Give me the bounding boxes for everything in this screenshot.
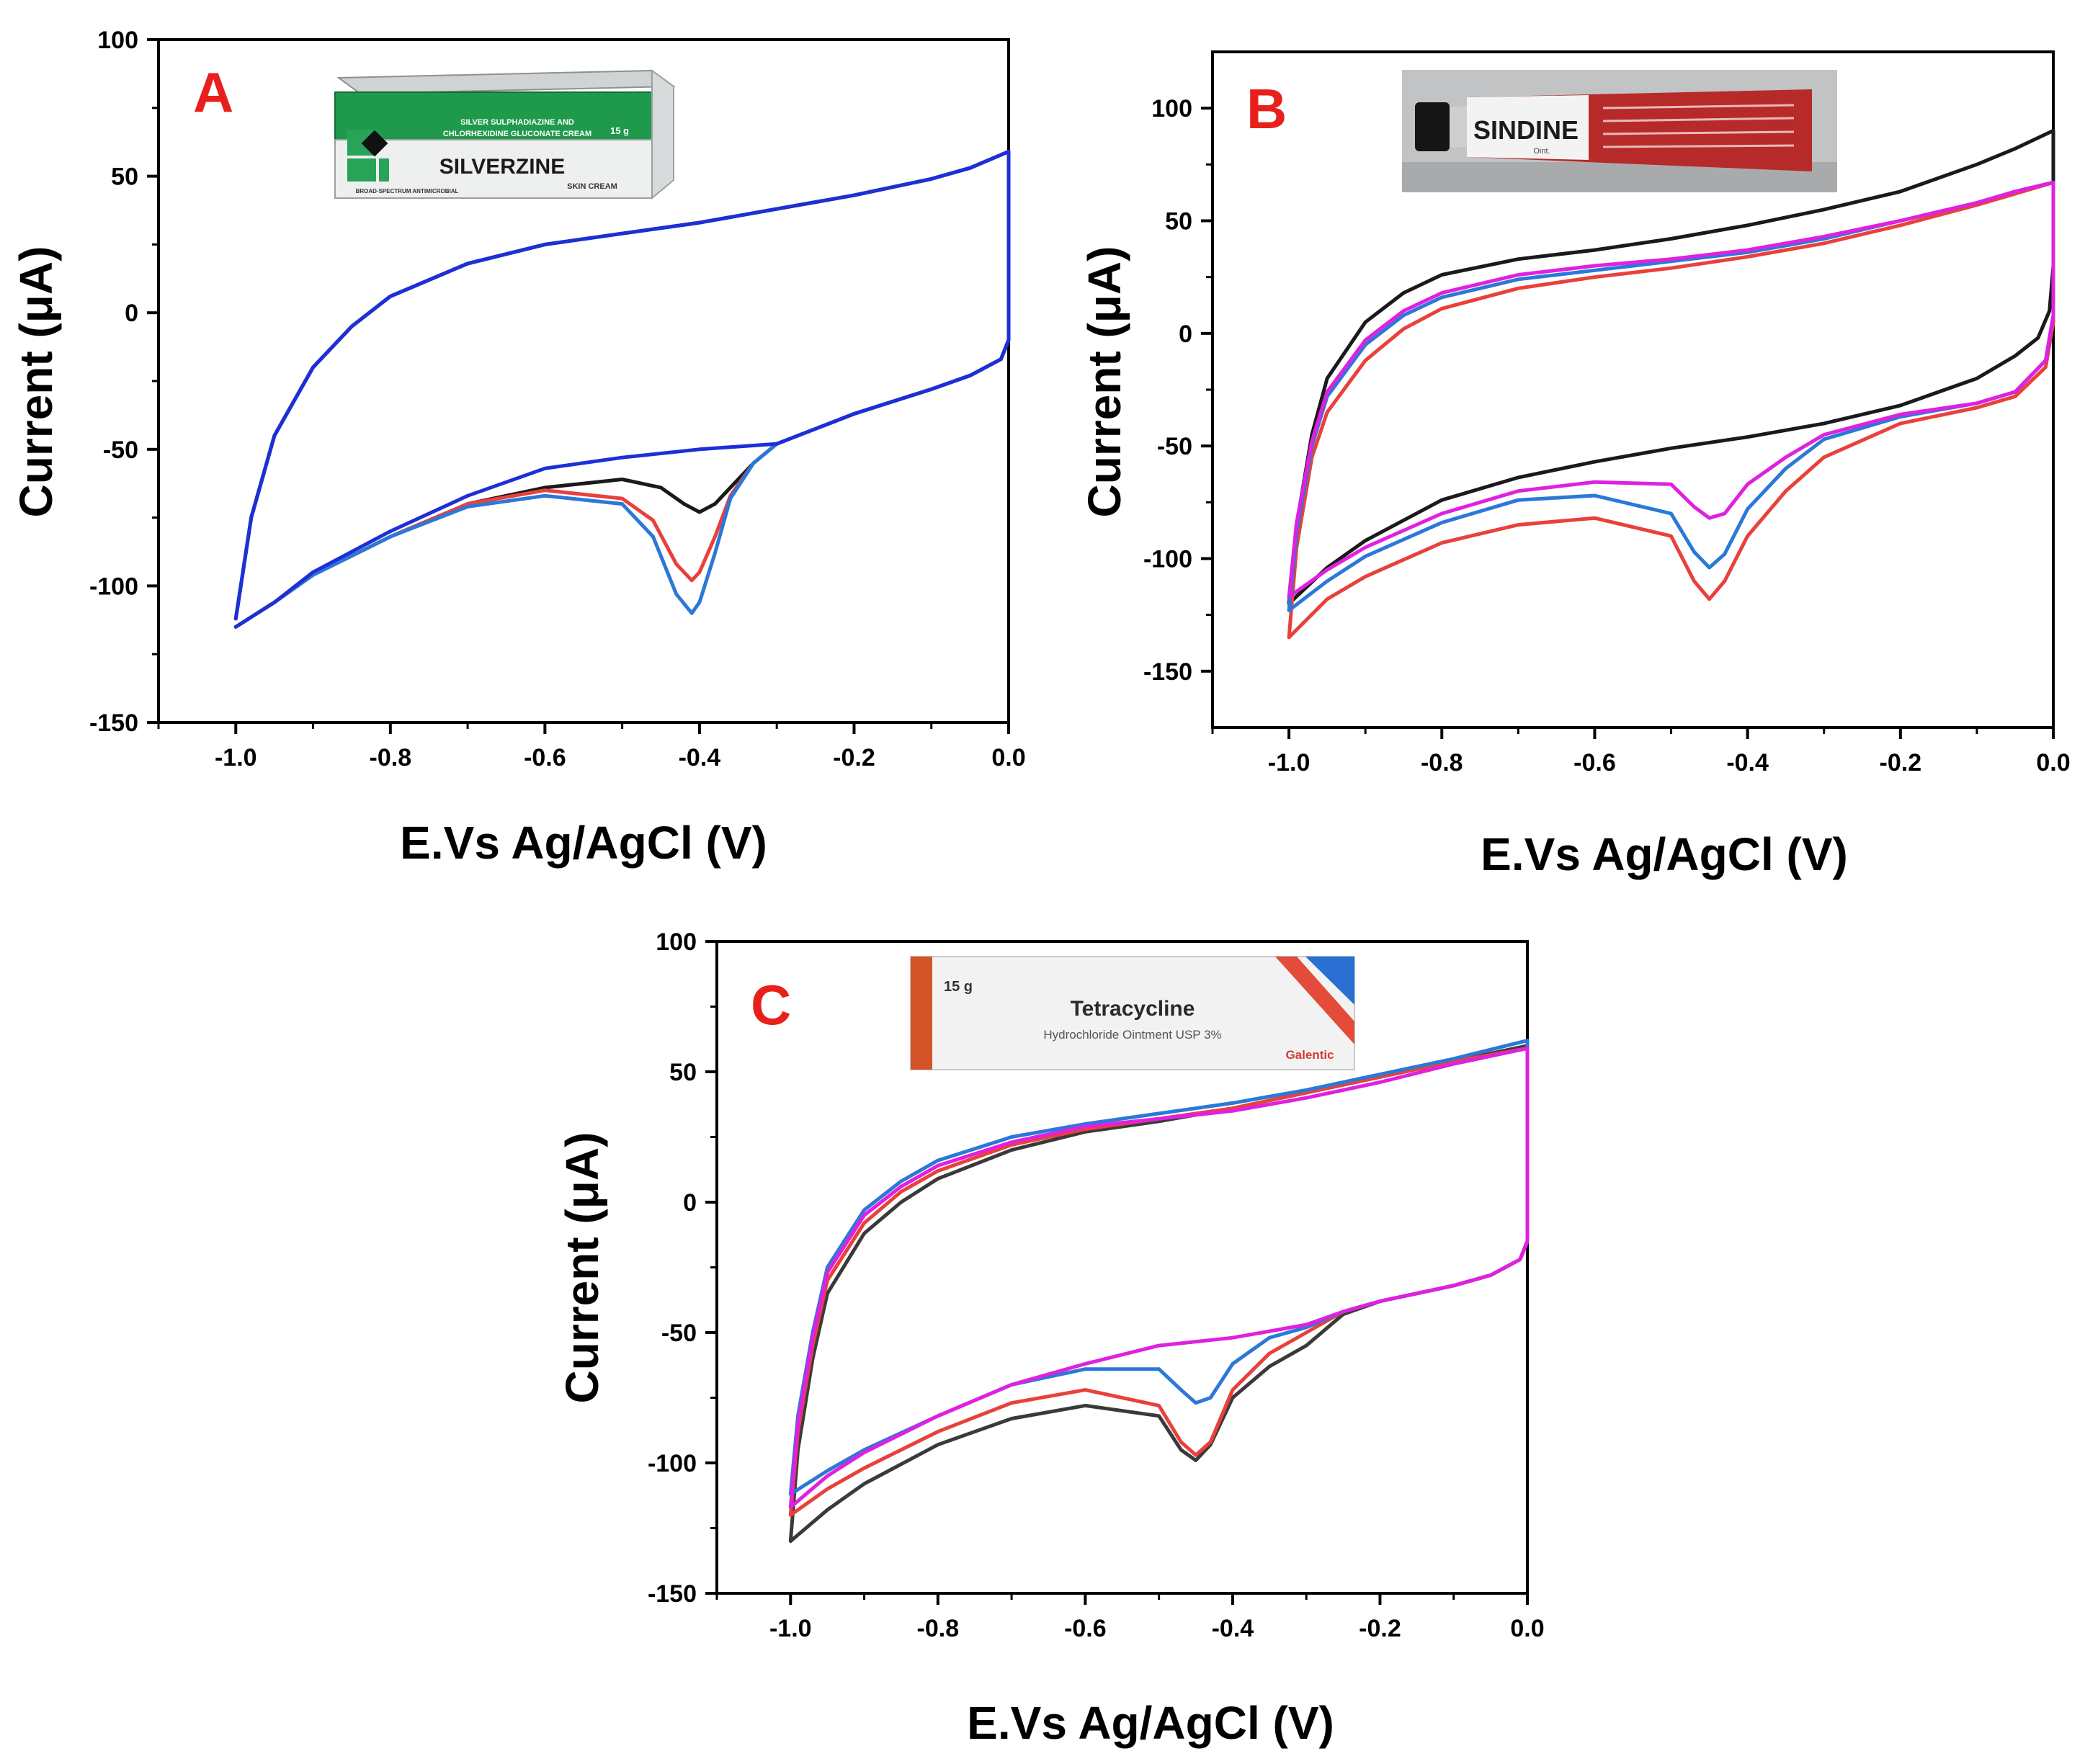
panel-a-series [233, 150, 1011, 629]
panel-b-ticks: -1.0 -0.8 -0.6 -0.4 -0.2 0.0 100 50 0 -50 -100 -150 [1143, 95, 2071, 776]
panel-c-y-tick-label: -150 [648, 1580, 697, 1608]
panel-c-product-sub: Hydrochloride Ointment USP 3% [1043, 1028, 1221, 1042]
panel-b-x-tick-label: -0.8 [1421, 749, 1463, 776]
panel-a-ticks: -1.0 -0.8 -0.6 -0.4 -0.2 0.0 100 50 0 -50 -100 -150 [89, 27, 1026, 771]
panel-a-product-line1: SILVER SULPHADIAZINE AND [460, 118, 574, 127]
panel-c-ticks: -1.0 -0.8 -0.6 -0.4 -0.2 0.0 100 50 0 -50 -100 -150 [648, 928, 1545, 1642]
panel-c-x-tick-label: -0.8 [917, 1615, 960, 1642]
panel-a-product-brand: SILVERZINE [439, 155, 565, 179]
panel-c-x-tick-label: -0.4 [1212, 1615, 1254, 1642]
panel-b-letter: B [1246, 77, 1287, 140]
panel-b-ylabel: Current (μA) [1079, 246, 1130, 518]
panel-c-xlabel: E.Vs Ag/AgCl (V) [967, 1697, 1334, 1749]
panel-a-x-tick-label: -0.2 [833, 744, 875, 771]
panel-b-y-tick-label: -100 [1143, 546, 1192, 573]
panel-a-y-tick-label: 100 [97, 27, 138, 54]
panel-c-x-tick-label: 0.0 [1510, 1615, 1544, 1642]
panel-c-x-tick-label: -1.0 [769, 1615, 812, 1642]
panel-b-series-magenta [1287, 180, 2055, 599]
panel-c-x-tick-label: -0.6 [1064, 1615, 1107, 1642]
panel-a-product-weight: 15 g [610, 125, 629, 136]
panel-b-xlabel: E.Vs Ag/AgCl (V) [1481, 828, 1848, 880]
panel-b-series [1287, 128, 2055, 640]
panel-a-product-image: SILVER SULPHADIAZINE AND CHLORHEXIDINE G… [334, 69, 676, 200]
panel-c-y-tick-label: 50 [669, 1059, 697, 1086]
panel-a-xlabel: E.Vs Ag/AgCl (V) [400, 817, 767, 869]
panel-a-y-tick-label: -100 [89, 573, 138, 600]
panel-a-product-footer-left: BROAD-SPECTRUM ANTIMICROBIAL [356, 188, 459, 194]
panel-b-product-sub: Oint. [1533, 147, 1550, 156]
panel-a-series-navy [233, 150, 1011, 629]
panel-a-x-tick-label: -0.8 [370, 744, 412, 771]
panel-a-x-tick-label: -0.6 [524, 744, 566, 771]
panel-a-y-tick-label: 50 [111, 164, 138, 191]
panel-b-product-brand: SINDINE [1473, 115, 1579, 145]
panel-b-y-tick-label: -150 [1143, 658, 1192, 686]
panel-a-product-footer-right: SKIN CREAM [567, 182, 617, 191]
panel-b-x-tick-label: -0.6 [1573, 749, 1616, 776]
panel-a-x-tick-label: -1.0 [215, 744, 257, 771]
panel-c-y-tick-label: -50 [661, 1320, 697, 1347]
panel-b-series-black [1287, 128, 2055, 606]
panel-c-series [788, 1039, 1530, 1544]
panel-c-y-tick-label: 0 [683, 1189, 697, 1217]
panel-a-ylabel: Current (μA) [10, 246, 62, 518]
panel-c-letter: C [751, 973, 791, 1037]
panel-c-product-maker: Galentic [1285, 1048, 1334, 1062]
panel-c-x-tick-label: -0.2 [1359, 1615, 1401, 1642]
panel-c-ylabel: Current (μA) [556, 1132, 608, 1404]
panel-a-x-tick-label: 0.0 [991, 744, 1025, 771]
panel-c-y-tick-label: 100 [656, 928, 697, 956]
panel-a: -1.0 -0.8 -0.6 -0.4 -0.2 0.0 100 50 0 -50 -100 -150… [10, 27, 1026, 869]
panel-b-x-tick-label: -1.0 [1268, 749, 1311, 776]
panel-a-y-tick-label: 0 [125, 300, 138, 327]
panel-b-y-tick-label: 50 [1165, 208, 1192, 236]
panel-c-product-brand: Tetracycline [1071, 997, 1195, 1021]
panel-b-product-image: SINDINE Oint. [1402, 70, 1837, 192]
panel-a-y-tick-label: -50 [103, 436, 138, 464]
panel-a-letter: A [193, 61, 233, 124]
panel-a-y-tick-label: -150 [89, 709, 138, 737]
panel-b-x-tick-label: -0.2 [1880, 749, 1922, 776]
panel-b: -1.0 -0.8 -0.6 -0.4 -0.2 0.0 100 50 0 -50 -100 -150… [1079, 50, 2071, 880]
panel-a-product-line2: CHLORHEXIDINE GLUCONATE CREAM [443, 130, 591, 138]
panel-b-y-tick-label: -50 [1157, 433, 1192, 460]
panel-b-y-tick-label: 0 [1179, 321, 1192, 348]
panel-c-product-image: 15 g Tetracycline Hydrochloride Ointment… [910, 956, 1355, 1070]
panel-b-x-tick-label: -0.4 [1726, 749, 1769, 776]
panel-c: -1.0 -0.8 -0.6 -0.4 -0.2 0.0 100 50 0 -50 -100 -150… [556, 928, 1545, 1749]
panel-c-series-magenta [788, 1046, 1530, 1509]
panel-c-y-tick-label: -100 [648, 1450, 697, 1477]
panel-c-product-weight: 15 g [944, 979, 973, 995]
panel-b-x-tick-label: 0.0 [2036, 749, 2070, 776]
panel-a-x-tick-label: -0.4 [679, 744, 721, 771]
panel-b-y-tick-label: 100 [1151, 95, 1192, 122]
